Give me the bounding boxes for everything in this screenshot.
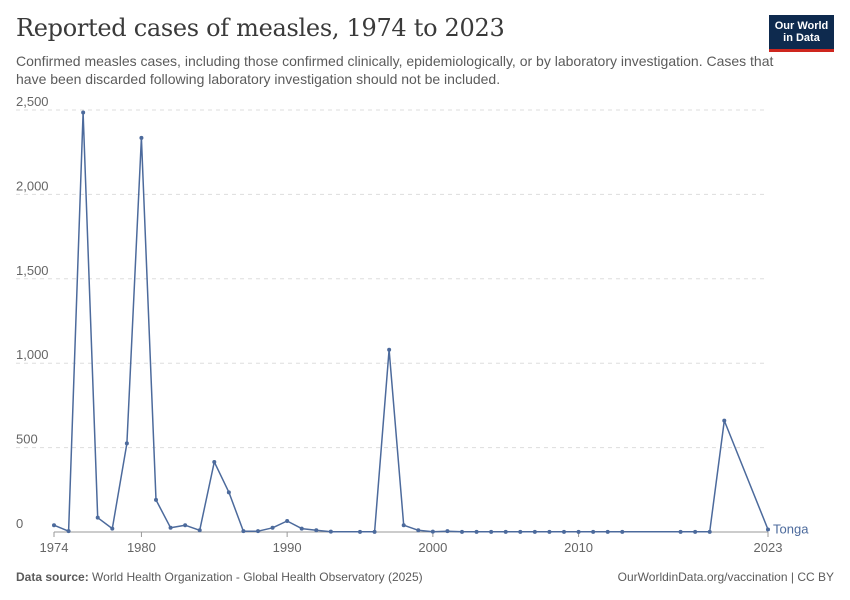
data-point[interactable] (707, 529, 712, 534)
source-link[interactable]: OurWorldinData.org/vaccination | CC BY (617, 570, 834, 584)
data-point[interactable] (299, 526, 304, 531)
data-point[interactable] (678, 529, 683, 534)
y-tick-label: 2,500 (16, 94, 49, 109)
data-point[interactable] (241, 529, 246, 534)
data-point[interactable] (124, 441, 129, 446)
data-point[interactable] (168, 525, 173, 530)
data-point[interactable] (52, 523, 56, 528)
axes: 0 500 1,000 1,500 2,000 2,500 1974 1980 1990 2000… (16, 94, 782, 555)
y-tick-label: 1,500 (16, 263, 49, 278)
x-tick-label: 2023 (754, 540, 783, 555)
data-point[interactable] (81, 110, 86, 115)
data-point[interactable] (503, 529, 508, 534)
data-points (52, 110, 770, 534)
y-tick-label: 500 (16, 432, 38, 447)
data-point[interactable] (547, 529, 552, 534)
logo-line-2: in Data (783, 32, 820, 44)
y-tick-label: 0 (16, 516, 23, 531)
data-point[interactable] (766, 527, 770, 532)
series-label: Tonga (773, 521, 809, 536)
data-point[interactable] (693, 529, 698, 534)
data-point[interactable] (154, 497, 158, 502)
data-point[interactable] (95, 515, 100, 520)
data-point[interactable] (314, 528, 319, 533)
y-tick-label: 1,000 (16, 347, 49, 362)
data-point[interactable] (212, 459, 217, 464)
data-point[interactable] (197, 528, 202, 533)
data-source-label: Data source: (16, 570, 89, 584)
data-point[interactable] (328, 529, 333, 534)
data-point[interactable] (416, 528, 421, 533)
series-labels: Tonga (773, 521, 809, 536)
data-point[interactable] (401, 523, 406, 528)
logo-line-1: Our World (774, 20, 829, 32)
x-tick-label: 1980 (127, 540, 156, 555)
chart-title: Reported cases of measles, 1974 to 2023 (16, 14, 505, 42)
data-point[interactable] (562, 529, 566, 534)
data-source: Data source: World Health Organization -… (16, 570, 423, 584)
data-point[interactable] (620, 529, 625, 534)
owid-logo[interactable]: Our World in Data (769, 15, 834, 52)
data-point[interactable] (66, 529, 71, 534)
data-point[interactable] (285, 519, 290, 524)
data-point[interactable] (430, 529, 435, 534)
data-point[interactable] (372, 529, 377, 534)
data-point[interactable] (270, 525, 275, 530)
data-point[interactable] (183, 523, 188, 528)
data-point[interactable] (532, 529, 537, 534)
series-lines (53, 111, 769, 533)
data-point[interactable] (226, 490, 231, 495)
y-tick-label: 2,000 (16, 178, 49, 193)
x-tick-label: 2010 (564, 540, 593, 555)
data-point[interactable] (591, 529, 596, 534)
data-point[interactable] (387, 347, 392, 352)
data-point[interactable] (256, 529, 260, 534)
data-point[interactable] (605, 529, 610, 534)
x-tick-label: 2000 (418, 540, 447, 555)
grid-lines (16, 109, 768, 449)
data-point[interactable] (358, 529, 362, 534)
data-point[interactable] (576, 529, 581, 534)
data-point[interactable] (474, 529, 479, 534)
x-tick-label: 1974 (40, 540, 69, 555)
data-point[interactable] (518, 529, 523, 534)
chart-subtitle: Confirmed measles cases, including those… (16, 53, 774, 87)
data-point[interactable] (722, 418, 727, 423)
data-source-text[interactable]: World Health Organization - Global Healt… (92, 570, 423, 584)
data-point[interactable] (110, 526, 115, 531)
data-point[interactable] (460, 529, 464, 534)
data-point[interactable] (489, 529, 494, 534)
x-tick-label: 1990 (273, 540, 302, 555)
data-point[interactable] (139, 135, 144, 140)
series-line[interactable] (53, 111, 769, 533)
data-point[interactable] (445, 529, 450, 534)
